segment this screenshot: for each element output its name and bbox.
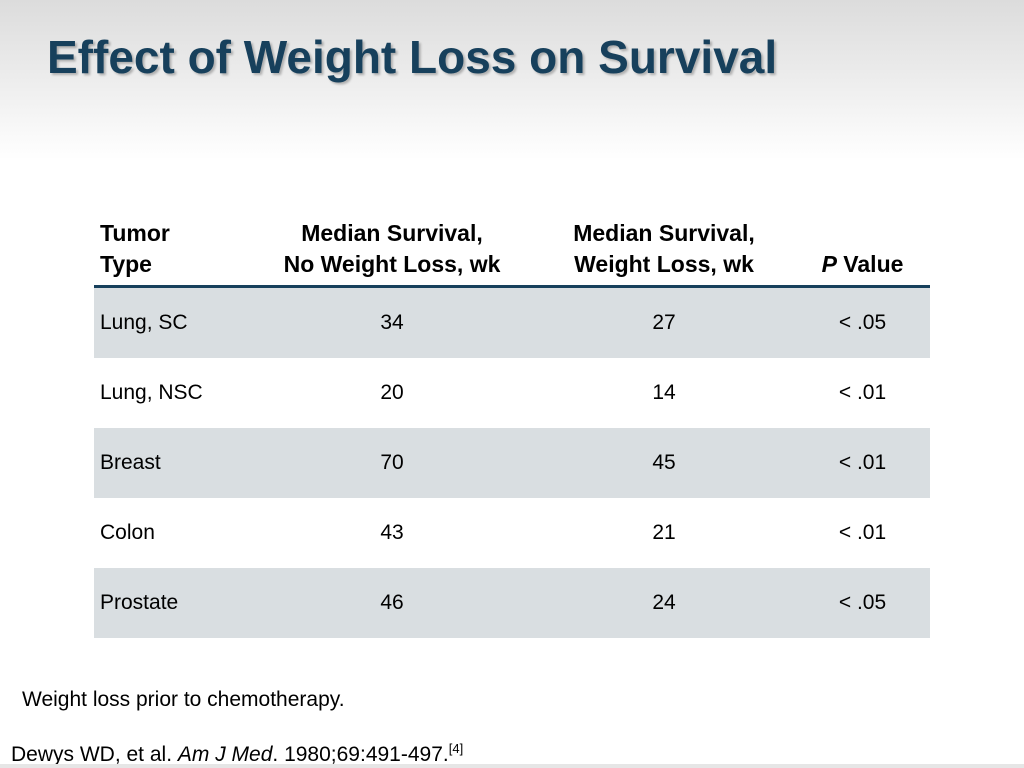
table-row: Lung, NSC 20 14 < .01 <box>94 358 930 428</box>
bottom-rule <box>0 764 1024 768</box>
cell-weight-loss: 24 <box>533 568 795 638</box>
header-weight-loss-line1: Median Survival, <box>573 220 755 246</box>
header-weight-loss: Median Survival, Weight Loss, wk <box>533 214 795 288</box>
citation-details: . 1980;69:491-497. <box>272 743 449 766</box>
table-row: Prostate 46 24 < .05 <box>94 568 930 638</box>
cell-no-weight-loss: 43 <box>380 521 404 544</box>
table-row: Breast 70 45 < .01 <box>94 428 930 498</box>
header-p-italic: P <box>821 251 837 277</box>
cell-tumor-type: Lung, SC <box>94 286 251 358</box>
header-weight-loss-line2: Weight Loss, wk <box>574 251 754 277</box>
table-row: Lung, SC 34 27 < .05 <box>94 286 930 358</box>
header-no-weight-loss: Median Survival, No Weight Loss, wk <box>251 214 533 288</box>
cell-weight-loss: 45 <box>533 428 795 498</box>
header-p-rest: Value <box>836 251 904 277</box>
citation-authors: Dewys WD, et al. <box>11 743 178 766</box>
cell-no-weight-loss: 46 <box>251 568 533 638</box>
header-tumor-type: Tumor Type <box>94 214 251 288</box>
cell-no-weight-loss: 34 <box>251 286 533 358</box>
cell-no-weight-loss: 70 <box>251 428 533 498</box>
header-band <box>0 0 1024 160</box>
table-header-row: Tumor Type Median Survival, No Weight Loss… <box>94 214 930 288</box>
cell-weight-loss: 14 <box>652 381 676 404</box>
cell-tumor-type: Prostate <box>94 568 251 638</box>
header-tumor-type-line1: Tumor <box>100 220 170 246</box>
citation-journal: Am J Med <box>177 743 273 766</box>
cell-p-value: < .05 <box>795 286 930 358</box>
cell-tumor-type: Colon <box>100 521 155 544</box>
header-tumor-type-line2: Type <box>100 251 152 277</box>
survival-table: Tumor Type Median Survival, No Weight Loss… <box>94 214 930 638</box>
cell-weight-loss: 21 <box>652 521 676 544</box>
cell-p-value: < .01 <box>838 521 887 544</box>
cell-tumor-type: Lung, NSC <box>100 381 203 404</box>
header-no-weight-loss-line1: Median Survival, <box>301 220 483 246</box>
header-p-value: P Value <box>795 214 930 288</box>
cell-tumor-type: Breast <box>94 428 251 498</box>
citation: Dewys WD, et al. Am J Med. 1980;69:491-4… <box>11 741 463 767</box>
cell-p-value: < .01 <box>838 381 887 404</box>
cell-weight-loss: 27 <box>533 286 795 358</box>
citation-reference: [4] <box>448 741 464 756</box>
footnote: Weight loss prior to chemotherapy. <box>22 688 345 711</box>
cell-p-value: < .01 <box>795 428 930 498</box>
cell-no-weight-loss: 20 <box>380 381 404 404</box>
header-no-weight-loss-line2: No Weight Loss, wk <box>283 251 501 277</box>
cell-p-value: < .05 <box>795 568 930 638</box>
table-row: Colon 43 21 < .01 <box>94 498 930 568</box>
slide-title: Effect of Weight Loss on Survival <box>47 31 778 83</box>
